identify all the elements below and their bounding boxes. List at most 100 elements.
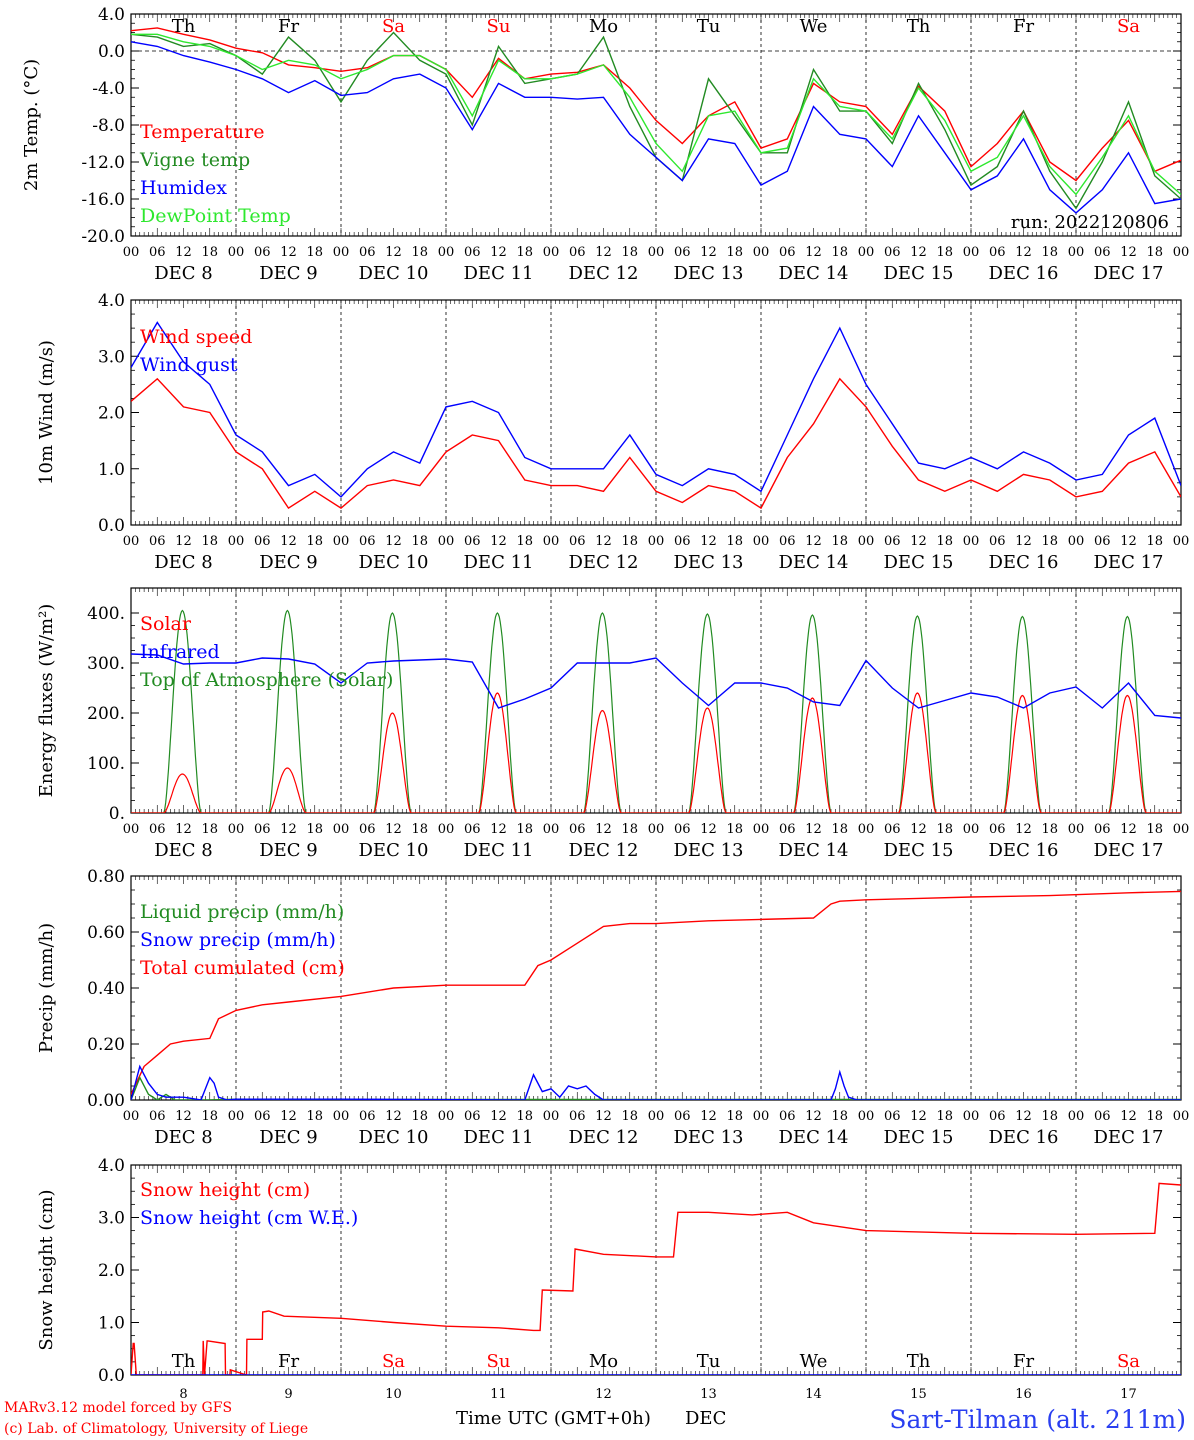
x-date-label: DEC 12 [569,1127,639,1148]
x-hour-label: 12 [700,1109,717,1124]
x-hour-label: 00 [648,534,665,549]
x-hour-label: 12 [1015,245,1032,260]
x-date-label: DEC 16 [989,840,1059,861]
x-hour-label: 12 [490,534,507,549]
x-date-label: DEC 13 [674,263,744,284]
x-hour-label: 12 [805,1109,822,1124]
x-hour-label: 06 [359,1109,376,1124]
y-tick-label: -20.0 [81,227,125,247]
x-hour-label: 06 [1094,534,1111,549]
x-hour-label: 06 [149,1109,166,1124]
run-label: run: 2022120806 [1011,212,1169,233]
x-hour-label: 00 [123,245,140,260]
y-tick-label: 0.40 [87,979,125,999]
x-hour-label: 00 [1173,534,1190,549]
x-hour-label: 12 [910,1109,927,1124]
x-date-label: DEC 9 [259,263,318,284]
x-date-label: DEC 9 [259,1127,318,1148]
x-day-labels: 8 9 10 11 12 13 14 15 16 17 [179,1387,1136,1402]
x-hour-label: 12 [1015,1109,1032,1124]
x-ticks [130,588,1182,813]
x-date-label: DEC 11 [464,840,534,861]
series-solar [131,692,1181,813]
footer: MARv3.12 model forced by GFS (c) Lab. of… [4,1400,1186,1437]
credit-line-1: MARv3.12 model forced by GFS [4,1400,232,1416]
x-hour-label: 12 [1120,534,1137,549]
weekday-label: Tu [697,16,721,37]
x-date-label: DEC 17 [1094,1127,1164,1148]
y-axis-label: Energy fluxes (W/m²) [36,604,57,798]
weekday-label: We [800,1351,828,1372]
x-hour-label: 18 [1146,245,1163,260]
x-hour-label: 06 [989,534,1006,549]
legend-entry: Solar [140,613,192,635]
x-hour-labels: 00 06 12 18 00 06 12 18 00 06 12 18 00 06 12 18 00 06 12 18… [123,245,1190,260]
x-hour-label: 00 [123,534,140,549]
x-hour-label: 18 [1041,1109,1058,1124]
x-hour-label: 06 [149,245,166,260]
x-hour-label: 18 [726,1109,743,1124]
x-date-label: DEC 11 [464,1127,534,1148]
x-hour-label: 12 [595,534,612,549]
panel-energy: 400. 300. 200. 100. 0. Energy fluxes (W/m²) 00… [36,587,1189,861]
legend: Temperature Vigne temp Humidex DewPoint Tem… [139,121,291,227]
plot-area [131,321,1181,510]
x-date-label: DEC 10 [359,1127,429,1148]
x-hour-label: 12 [700,822,717,837]
x-hour-label: 12 [385,1109,402,1124]
x-hour-label: 00 [963,1109,980,1124]
x-date-label: DEC 13 [674,1127,744,1148]
x-date-label: DEC 13 [674,840,744,861]
x-date-label: DEC 8 [154,263,213,284]
x-hour-label: 06 [674,245,691,260]
y-tick-label: 0.20 [87,1035,125,1055]
y-axis-label: Precip (mm/h) [36,923,57,1053]
x-hour-label: 00 [753,534,770,549]
weekday-label: Th [172,16,196,37]
x-hour-label: 00 [123,1109,140,1124]
weekday-label: Su [487,16,511,37]
x-date-labels: DEC 8 DEC 9 DEC 10 DEC 11 DEC 12 DEC 13 DEC 14… [154,840,1163,861]
legend: Snow height (cm) Snow height (cm W.E.) [140,1179,358,1229]
x-date-label: DEC 10 [359,840,429,861]
y-tick-label: 0. [109,804,125,824]
x-hour-label: 06 [569,822,586,837]
x-hour-label: 06 [464,534,481,549]
x-hour-label: 18 [411,534,428,549]
x-hour-labels: 00 06 12 18 00 06 12 18 00 06 12 18 00 06 12 18 00 06 12 18… [123,534,1190,549]
station-name: Sart-Tilman (alt. 211m) [889,1405,1186,1434]
x-hour-label: 12 [700,245,717,260]
x-day-label: 13 [700,1387,717,1402]
y-tick-label: 200. [87,704,125,724]
y-axis: 400. 300. 200. 100. 0. [87,604,1181,824]
x-hour-label: 18 [621,1109,638,1124]
x-hour-label: 18 [516,1109,533,1124]
x-date-label: DEC 8 [154,840,213,861]
x-hour-label: 00 [648,245,665,260]
legend: Wind speed Wind gust [140,326,252,376]
x-day-label: 14 [805,1387,822,1402]
x-date-label: DEC 15 [884,840,954,861]
x-hour-label: 12 [700,534,717,549]
series-snow-height-cm [131,1182,1181,1375]
x-date-label: DEC 8 [154,552,213,573]
y-tick-label: 4.0 [98,1156,125,1176]
legend: Solar Infrared Top of Atmosphere (Solar) [140,613,393,691]
x-hour-label: 00 [543,245,560,260]
x-hour-label: 06 [464,245,481,260]
x-hour-label: 18 [201,822,218,837]
x-hour-label: 00 [543,1109,560,1124]
x-hour-label: 06 [359,245,376,260]
x-hour-label: 12 [805,822,822,837]
x-hour-label: 00 [1068,534,1085,549]
x-hour-label: 18 [201,245,218,260]
y-tick-label: 4.0 [98,5,125,25]
x-axis-title: Time UTC (GMT+0h) [456,1408,651,1429]
x-hour-label: 00 [1068,245,1085,260]
x-hour-label: 00 [648,822,665,837]
x-date-label: DEC 16 [989,1127,1059,1148]
y-tick-label: 2.0 [98,404,125,424]
x-hour-label: 06 [569,1109,586,1124]
x-hour-label: 06 [989,245,1006,260]
x-hour-label: 18 [1146,822,1163,837]
